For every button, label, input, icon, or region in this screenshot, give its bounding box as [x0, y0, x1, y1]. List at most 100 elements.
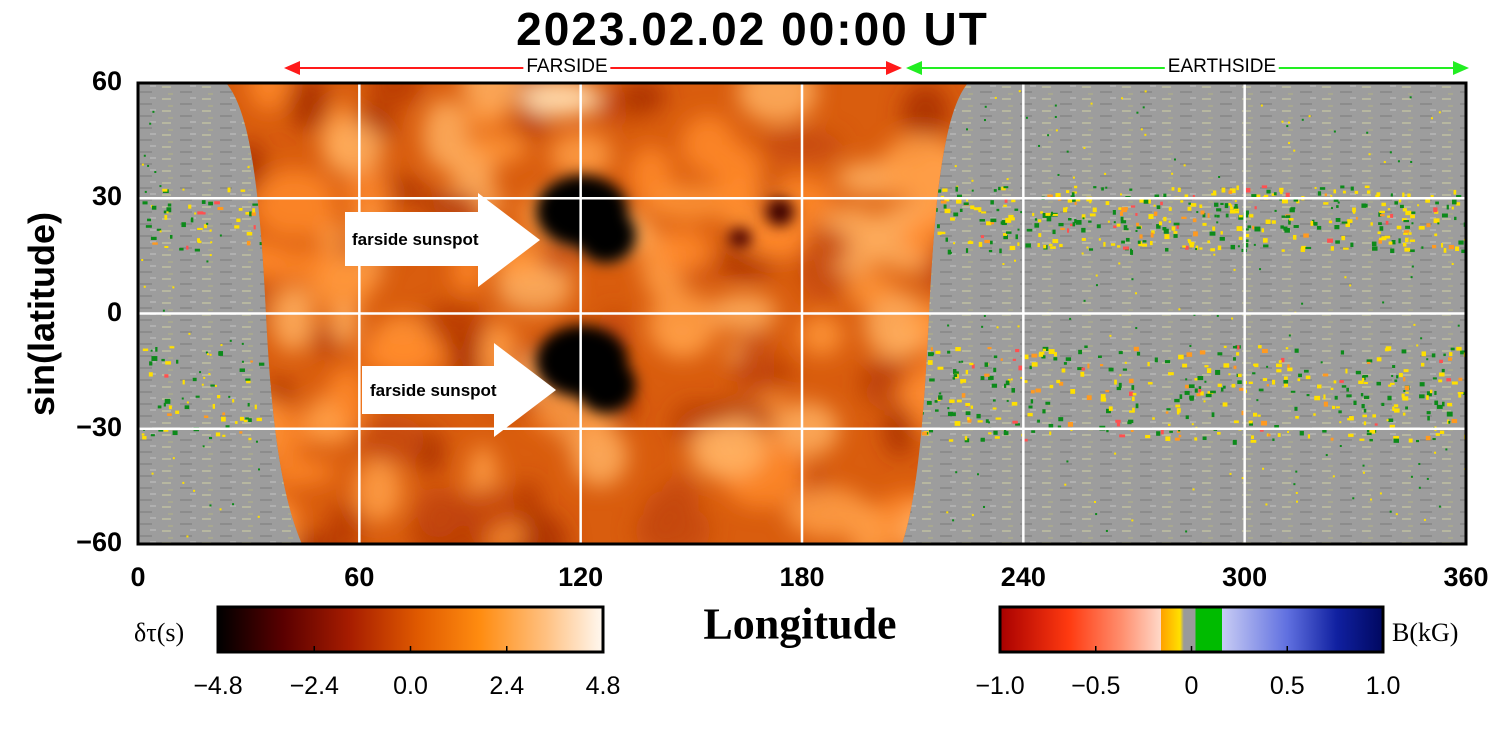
magnetic-element	[1217, 245, 1222, 251]
magnetic-element	[1293, 149, 1296, 152]
magnetic-element	[1434, 210, 1439, 214]
magnetic-element	[965, 411, 971, 416]
magnetic-element	[1369, 438, 1373, 442]
magnetic-element	[1461, 249, 1466, 254]
magnetic-element	[1214, 214, 1217, 218]
magnetic-element	[1210, 248, 1216, 252]
magnetic-element	[1287, 364, 1290, 368]
magnetic-element	[1136, 222, 1139, 227]
magnetic-element	[1438, 111, 1441, 114]
magnetic-element	[1210, 390, 1216, 394]
texture-blob	[713, 144, 764, 211]
magnetic-element	[1261, 228, 1265, 233]
texture-blob	[359, 333, 447, 375]
magnetic-element	[1194, 388, 1198, 393]
magnetic-element	[1405, 391, 1409, 394]
magnetic-element	[1220, 387, 1224, 392]
magnetic-element	[1048, 243, 1053, 247]
magnetic-element	[179, 247, 184, 251]
magnetic-element	[1072, 222, 1076, 227]
magnetic-element	[1420, 337, 1423, 340]
texture-blob	[705, 415, 769, 479]
magnetic-element	[155, 346, 158, 352]
magnetic-element	[1395, 513, 1398, 516]
magnetic-element	[1231, 317, 1234, 320]
magnetic-element	[1125, 237, 1130, 242]
dark-spot	[728, 228, 752, 248]
magnetic-element	[1199, 204, 1203, 208]
magnetic-element	[1448, 357, 1453, 361]
magnetic-element	[1350, 242, 1354, 248]
magnetic-element	[1241, 477, 1244, 480]
magnetic-element	[1219, 236, 1225, 241]
magnetic-element	[142, 436, 147, 440]
magnetic-element	[1417, 204, 1420, 207]
magnetic-element	[1120, 193, 1123, 196]
magnetic-element	[1410, 475, 1413, 478]
magnetic-element	[1195, 245, 1199, 251]
magnetic-element	[1003, 383, 1007, 388]
magnetic-element	[1330, 207, 1333, 210]
magnetic-element	[1098, 238, 1101, 241]
magnetic-element	[984, 362, 989, 367]
magnetic-element	[1178, 354, 1184, 360]
magnetic-element	[1178, 434, 1182, 438]
magnetic-element	[1132, 392, 1137, 396]
magnetic-element	[1288, 334, 1291, 337]
magnetic-element	[1261, 420, 1268, 426]
magnetic-element	[1294, 406, 1298, 411]
texture-blob	[571, 425, 628, 487]
magnetic-element	[1156, 431, 1161, 436]
magnetic-element	[1343, 247, 1349, 250]
magnetic-element	[203, 376, 206, 379]
magnetic-element	[1230, 244, 1236, 250]
magnetic-element	[1136, 111, 1139, 114]
magnetic-element	[1310, 220, 1314, 226]
magnetic-element	[978, 241, 983, 247]
magnetic-element	[182, 188, 185, 191]
magnetic-element	[1431, 117, 1434, 120]
magnetic-element	[166, 207, 172, 213]
magnetic-element	[1128, 419, 1134, 424]
magnetic-element	[1060, 227, 1065, 230]
magnetic-element	[245, 417, 249, 420]
magnetic-element	[1314, 395, 1321, 401]
magnetic-element	[1149, 240, 1153, 246]
sunspot-label-lower: farside sunspot	[370, 381, 497, 400]
magnetic-element	[1001, 186, 1006, 191]
magnetic-element	[1259, 268, 1262, 271]
magnetic-element	[984, 105, 987, 108]
magnetic-element	[1045, 212, 1051, 216]
magnetic-element	[1173, 231, 1178, 234]
magnetic-element	[1119, 434, 1126, 438]
texture-blob	[737, 83, 818, 123]
magnetic-element	[960, 381, 963, 384]
magnetic-element	[209, 353, 212, 356]
magnetic-element	[1458, 240, 1464, 245]
magnetic-element	[966, 128, 969, 131]
magnetic-element	[1220, 202, 1224, 205]
magnetic-element	[1031, 430, 1036, 433]
magnetic-element	[1151, 230, 1155, 234]
magnetic-element	[1059, 381, 1064, 386]
magnetic-element	[1285, 383, 1288, 387]
magnetic-element	[163, 210, 167, 214]
x-tick-label: 360	[1443, 562, 1489, 592]
magnetic-element	[1271, 220, 1276, 224]
magnetic-element	[228, 395, 231, 398]
magnetic-element	[164, 215, 168, 220]
magnetic-element	[1403, 390, 1406, 393]
magnetic-element	[977, 420, 983, 423]
magnetic-element	[1142, 106, 1145, 109]
magnetic-element	[167, 203, 172, 207]
magnetic-element	[929, 378, 935, 382]
magnetic-element	[1221, 187, 1226, 193]
magnetic-element	[1387, 395, 1392, 401]
magnetic-element	[1057, 425, 1062, 429]
magnetic-element	[1053, 357, 1058, 361]
magnetic-element	[1454, 216, 1457, 221]
magnetic-element	[1245, 187, 1251, 193]
magnetic-element	[1294, 348, 1299, 353]
magnetic-element	[1281, 215, 1287, 218]
texture-blob	[642, 491, 681, 544]
